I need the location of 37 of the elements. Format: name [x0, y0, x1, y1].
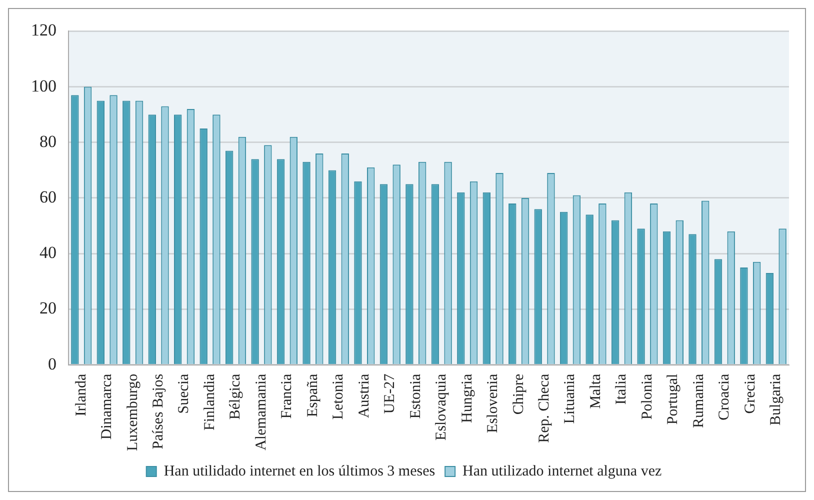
y-tick-label: 20	[40, 298, 56, 318]
y-tick-label: 120	[31, 20, 56, 40]
x-tick-label: Eslovaquia	[434, 373, 450, 440]
x-tick-label: Chipre	[510, 373, 527, 415]
x-tick-label: Austria	[356, 373, 372, 418]
x-tick-label: Rep. Checa	[536, 373, 552, 443]
y-tick-label: 100	[31, 76, 56, 96]
x-tick-label: Dinamarca	[99, 373, 116, 440]
y-tick-label: 40	[40, 243, 56, 262]
x-tick-label: España	[304, 373, 321, 418]
x-tick-label: Suecia	[176, 373, 192, 414]
x-tick-label: Países Bajos	[150, 374, 166, 450]
x-tick-label: Grecia	[742, 373, 758, 414]
x-tick-label: Hungria	[459, 373, 476, 423]
y-tick-label: 60	[40, 187, 56, 206]
x-tick-label: Bulgaria	[768, 373, 784, 426]
x-tick-label: Italia	[614, 373, 630, 405]
x-tick-label: Portugal	[665, 374, 682, 425]
x-tick-label: Irlanda	[73, 373, 90, 416]
y-tick-label: 80	[40, 132, 56, 151]
x-tick-label: Malta	[588, 373, 604, 409]
x-tick-label: Lituania	[562, 373, 578, 424]
x-tick-label: Letonia	[330, 373, 347, 420]
x-tick-label: UE-27	[382, 373, 398, 414]
x-tick-label: Eslovenia	[485, 373, 502, 433]
x-tick-label: Finlandia	[202, 373, 218, 430]
y-tick-label: 0	[48, 354, 56, 374]
x-tick-label: Croacia	[716, 373, 733, 420]
x-tick-label: Estonia	[408, 373, 424, 419]
legend-label: Han utilizado internet alguna vez	[462, 463, 662, 480]
x-tick-label: Alemamania	[253, 373, 270, 450]
x-tick-label: Rumania	[690, 373, 707, 428]
legend-label: Han utilidado internet en los últimos 3 meses	[164, 463, 436, 480]
x-tick-label: Luxemburgo	[124, 374, 141, 452]
x-tick-label: Francia	[279, 373, 296, 419]
x-tick-label: Bélgica	[228, 373, 244, 420]
x-tick-label: Polonia	[639, 373, 656, 420]
